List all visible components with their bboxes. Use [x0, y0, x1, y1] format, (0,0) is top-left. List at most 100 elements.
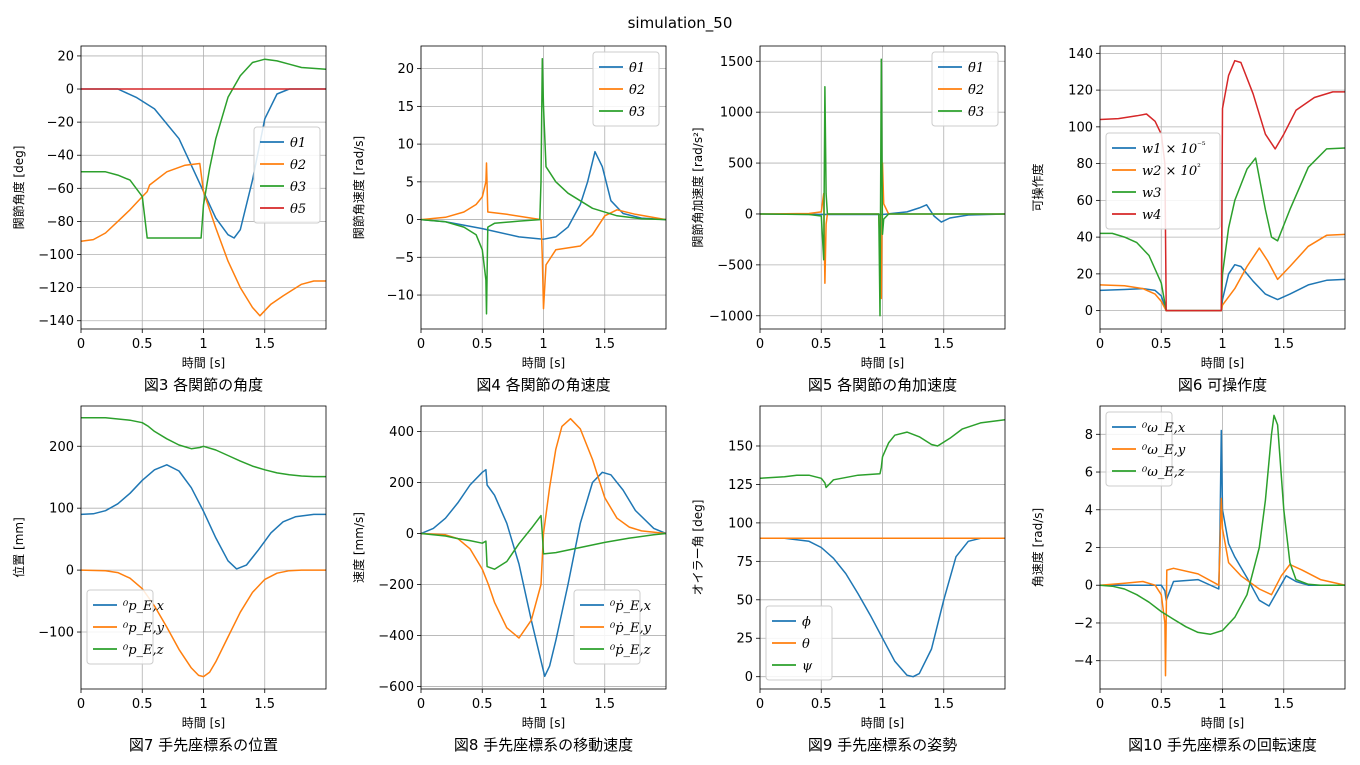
- series-line-1: [81, 88, 326, 239]
- subplot-caption: 図3 各関節の角度: [144, 376, 263, 394]
- legend-label: ⁰p_E,z: [122, 643, 164, 658]
- y-tick-label: 200: [389, 476, 414, 491]
- y-tick-label: −600: [378, 680, 414, 695]
- legend-label: θ̈3: [968, 105, 984, 120]
- y-tick-label: 20: [1076, 267, 1093, 282]
- x-tick-label: 1.5: [254, 337, 275, 352]
- series-line-3: [760, 58, 1005, 317]
- x-axis-label: 時間 [s]: [1201, 356, 1244, 370]
- x-tick-label: 0: [1096, 337, 1104, 352]
- x-tick-label: 0: [756, 337, 764, 352]
- legend-label: w4: [1142, 208, 1161, 223]
- y-axis-label: 関節角速度 [rad/s]: [351, 136, 366, 239]
- y-tick-label: 40: [1076, 231, 1093, 246]
- y-tick-label: 8: [1085, 428, 1093, 443]
- legend-label: w3: [1142, 186, 1161, 201]
- legend-label: θ̈1: [968, 61, 984, 76]
- series-line-1: [421, 468, 666, 678]
- y-tick-label: 0: [1085, 304, 1093, 319]
- legend-label: ⁰ω_E,z: [1141, 465, 1185, 480]
- subplot-caption: 図9 手先座標系の姿勢: [808, 736, 957, 754]
- legend-label: ψ: [802, 659, 813, 674]
- legend-box: [86, 589, 154, 665]
- x-tick-label: 0: [417, 337, 425, 352]
- x-tick-label: 1: [1218, 697, 1226, 712]
- y-tick-label: 500: [728, 157, 753, 172]
- legend: ϕθψ: [765, 605, 833, 681]
- x-tick-label: 0.5: [1151, 697, 1172, 712]
- subplot-8: 0 0.5 1 1.5 8 6 4 2 0 −2 −4 時間 [s] 角速度 [rad/s] 図10 手先…: [1030, 405, 1346, 754]
- y-axis-label: 可操作度: [1030, 163, 1045, 211]
- y-axis-label: 関節角加速度 [rad/s²]: [690, 127, 705, 247]
- series-line-3: [421, 58, 666, 315]
- series-line-3: [760, 419, 1005, 489]
- y-tick-label: −60: [47, 182, 74, 197]
- y-tick-label: −200: [378, 578, 414, 593]
- legend-label: ϕ: [802, 615, 811, 630]
- legend-label: θ2: [290, 158, 306, 173]
- y-tick-label: 50: [736, 593, 753, 608]
- subplot-6: 0 0.5 1 1.5 400 200 0 −200 −400 −600 時間 [s] 速度 [mm/…: [351, 405, 667, 754]
- legend: θ1 θ2 θ3 θ5: [253, 126, 321, 224]
- subplot-2: 0 0.5 1 1.5 20 15 10 5 0 −5 −10 時間 [s] 関節角速度 [rad/s]…: [351, 45, 667, 394]
- subplot-caption: 図10 手先座標系の回転速度: [1128, 736, 1317, 754]
- y-tick-label: 5: [406, 175, 414, 190]
- x-axis-label: 時間 [s]: [182, 716, 225, 730]
- legend-box: [592, 51, 660, 127]
- x-tick-label: 0: [756, 697, 764, 712]
- y-tick-label: 4: [1085, 503, 1093, 518]
- series-line-3: [1100, 414, 1345, 636]
- x-axis-label: 時間 [s]: [182, 356, 225, 370]
- legend: ⁰ṗ_E,x ⁰ṗ_E,y ⁰ṗ_E,z: [573, 589, 652, 665]
- legend-label: ⁰ṗ_E,z: [609, 643, 651, 658]
- legend-label: ⁰ṗ_E,x: [609, 599, 652, 614]
- y-tick-label: −20: [47, 116, 74, 131]
- legend-label: θ5: [290, 202, 306, 217]
- x-tick-label: 0.5: [472, 337, 493, 352]
- x-tick-label: 1: [1218, 337, 1226, 352]
- x-tick-label: 1.5: [933, 337, 954, 352]
- y-tick-label: −140: [38, 314, 74, 329]
- series-line-1: [1100, 263, 1345, 312]
- x-tick-label: 0: [1096, 697, 1104, 712]
- subplot-3: 0 0.5 1 1.5 1500 1000 500 0 −500 −1000 時間 [s] 関節角加速…: [690, 45, 1006, 394]
- x-tick-label: 0.5: [472, 697, 493, 712]
- y-tick-label: −100: [38, 248, 74, 263]
- legend-label: w2 × 10²: [1142, 163, 1201, 179]
- y-tick-label: 100: [728, 516, 753, 531]
- y-tick-label: 1000: [720, 106, 753, 121]
- x-tick-label: 1.5: [254, 697, 275, 712]
- legend-label: θ: [802, 637, 810, 652]
- subplot-1: 0 0.5 1 1.5 20 0 −20 −40 −60 −80 −100 −120 −140 時間 [s…: [11, 45, 327, 394]
- y-tick-label: 140: [1068, 47, 1093, 62]
- x-tick-label: 0.5: [811, 697, 832, 712]
- subplot-caption: 図4 各関節の角速度: [476, 376, 610, 394]
- legend-label: θ1: [290, 136, 306, 151]
- y-tick-label: 1500: [720, 55, 753, 70]
- x-tick-label: 1.5: [1273, 337, 1294, 352]
- legend-box: [253, 126, 321, 224]
- legend-box: [765, 605, 833, 681]
- legend-label: ⁰ω_E,x: [1141, 421, 1186, 436]
- x-tick-label: 1.5: [594, 697, 615, 712]
- y-tick-label: 100: [49, 502, 74, 517]
- y-tick-label: 150: [728, 439, 753, 454]
- y-tick-label: 2: [1085, 541, 1093, 556]
- x-tick-label: 1: [199, 697, 207, 712]
- series-line-2: [421, 162, 666, 310]
- y-axis-label: オイラー角 [deg]: [691, 500, 705, 596]
- y-tick-label: 20: [397, 62, 414, 77]
- y-tick-label: −2: [1074, 616, 1093, 631]
- x-tick-label: 0.5: [132, 697, 153, 712]
- series-line-2: [1100, 233, 1345, 312]
- x-axis-label: 時間 [s]: [522, 716, 565, 730]
- y-tick-label: 0: [406, 527, 414, 542]
- y-tick-label: −1000: [709, 309, 753, 324]
- x-tick-label: 0.5: [132, 337, 153, 352]
- x-tick-label: 1.5: [1273, 697, 1294, 712]
- y-tick-label: 15: [397, 100, 414, 115]
- series-line-3: [1100, 147, 1345, 312]
- x-tick-label: 1: [878, 337, 886, 352]
- legend-box: [1105, 411, 1173, 487]
- y-tick-label: 0: [745, 207, 753, 222]
